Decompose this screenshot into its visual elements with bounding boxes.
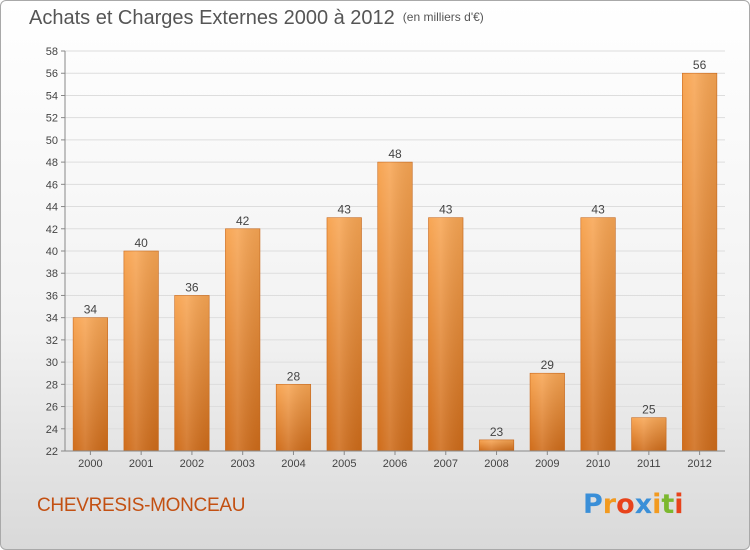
bar-shading bbox=[631, 417, 667, 451]
y-tick-label: 58 bbox=[46, 46, 58, 58]
y-tick-label: 56 bbox=[46, 68, 58, 80]
bar-value-label: 28 bbox=[287, 369, 301, 383]
y-tick-label: 24 bbox=[46, 424, 58, 436]
y-tick-label: 44 bbox=[46, 202, 58, 214]
x-tick-label: 2001 bbox=[129, 458, 153, 470]
y-tick-label: 54 bbox=[46, 90, 58, 102]
x-tick-label: 2002 bbox=[180, 458, 204, 470]
x-tick-label: 2006 bbox=[383, 458, 407, 470]
y-tick-label: 28 bbox=[46, 379, 58, 391]
bar-value-label: 48 bbox=[388, 147, 402, 161]
y-tick-label: 50 bbox=[46, 135, 58, 147]
bar-shading bbox=[580, 217, 616, 451]
bar-value-label: 29 bbox=[541, 358, 555, 372]
city-name: CHEVRESIS-MONCEAU bbox=[37, 495, 246, 516]
y-tick-label: 48 bbox=[46, 157, 58, 169]
bar-shading bbox=[428, 217, 464, 451]
bar-value-label: 36 bbox=[185, 280, 199, 294]
logo-letter: r bbox=[602, 489, 617, 520]
logo-letter: P bbox=[583, 489, 603, 520]
x-tick-label: 2003 bbox=[230, 458, 254, 470]
bar-shading bbox=[530, 373, 565, 451]
y-tick-label: 34 bbox=[46, 313, 58, 325]
logo-letter: i bbox=[674, 489, 684, 520]
bar-value-label: 43 bbox=[338, 203, 352, 217]
logo-letter: i bbox=[652, 489, 662, 520]
chart-title: Achats et Charges Externes 2000 à 2012 (e… bbox=[29, 7, 484, 30]
proxiti-logo: Proxiti bbox=[583, 489, 684, 520]
bar-shading bbox=[276, 384, 311, 451]
y-tick-label: 42 bbox=[46, 224, 58, 236]
bar-shading bbox=[174, 295, 210, 451]
y-tick-label: 36 bbox=[46, 290, 58, 302]
chart-title-main: Achats et Charges Externes 2000 à 2012 bbox=[29, 7, 395, 29]
y-tick-label: 22 bbox=[46, 446, 58, 458]
y-tick-label: 38 bbox=[46, 268, 58, 280]
bar-shading bbox=[682, 73, 717, 451]
bars: 34 40 36 42 28 43 48 43 23 29 43 25 56 bbox=[72, 58, 718, 452]
x-tick-label: 2008 bbox=[484, 458, 508, 470]
bar-shading bbox=[377, 162, 413, 451]
bar-value-label: 56 bbox=[693, 58, 707, 72]
x-tick-label: 2012 bbox=[687, 458, 711, 470]
bar-value-label: 42 bbox=[236, 214, 250, 228]
y-tick-label: 32 bbox=[46, 335, 58, 347]
y-tick-label: 46 bbox=[46, 179, 58, 191]
x-tick-label: 2011 bbox=[637, 458, 661, 470]
bar-value-label: 43 bbox=[439, 203, 453, 217]
bar-shading bbox=[326, 217, 362, 451]
y-tick-label: 40 bbox=[46, 246, 58, 258]
logo-letter: t bbox=[661, 489, 675, 520]
bar-value-label: 43 bbox=[591, 203, 605, 217]
logo-letter: x bbox=[634, 489, 653, 520]
x-tick-label: 2005 bbox=[332, 458, 356, 470]
x-tick-label: 2000 bbox=[78, 458, 102, 470]
bar-shading bbox=[73, 317, 108, 451]
y-tick-label: 30 bbox=[46, 357, 58, 369]
logo-letter: o bbox=[616, 489, 635, 520]
bar-value-label: 34 bbox=[84, 303, 98, 317]
x-tick-label: 2009 bbox=[535, 458, 559, 470]
bar-shading bbox=[225, 228, 260, 451]
x-axis: 2000 2001 2002 2003 2004 2005 2006 2007 2008 2009… bbox=[65, 450, 725, 470]
y-axis: 22 24 26 28 30 32 34 36 38 40 42 44 46 48 50 52 54 56 58 bbox=[46, 46, 66, 458]
bar-shading bbox=[123, 251, 159, 451]
y-tick-label: 52 bbox=[46, 113, 58, 125]
bar-value-label: 25 bbox=[642, 403, 656, 417]
bar-value-label: 23 bbox=[490, 425, 504, 439]
bar-shading bbox=[479, 439, 514, 451]
bar-value-label: 40 bbox=[134, 236, 148, 250]
x-tick-label: 2004 bbox=[281, 458, 305, 470]
x-tick-label: 2007 bbox=[434, 458, 458, 470]
x-tick-label: 2010 bbox=[586, 458, 610, 470]
chart-title-unit: (en milliers d'€) bbox=[402, 10, 484, 24]
y-tick-label: 26 bbox=[46, 402, 58, 414]
